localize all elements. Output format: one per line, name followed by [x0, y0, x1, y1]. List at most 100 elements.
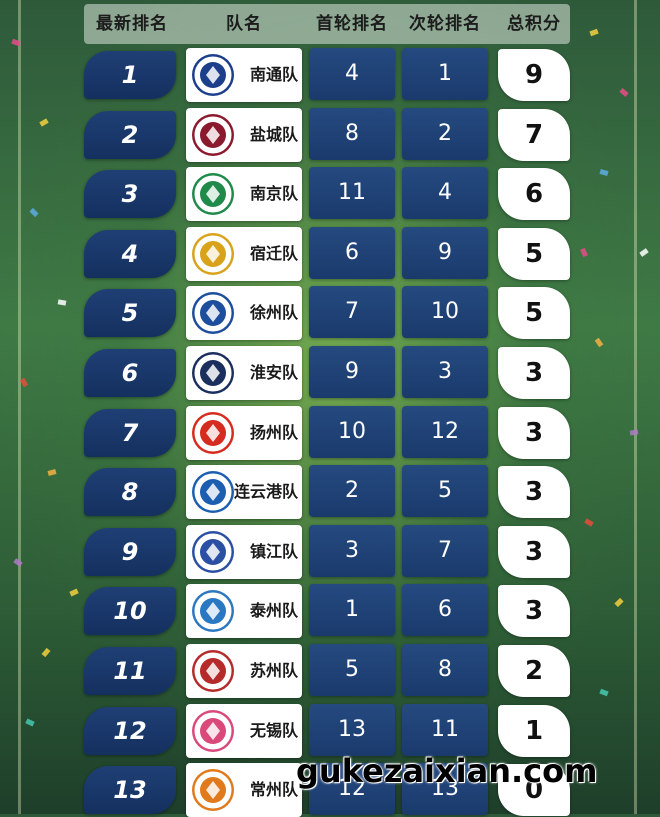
team-name: 宿迁队 — [249, 244, 298, 263]
team-card: 常州队 — [186, 763, 302, 817]
team-card: 扬州队 — [186, 406, 302, 460]
team-card: 泰州队 — [186, 584, 302, 638]
total-points-cell: 0 — [498, 764, 570, 816]
team-logo-icon — [192, 590, 234, 632]
team-name: 盐城队 — [249, 125, 298, 144]
team-logo-icon — [192, 173, 234, 215]
team-card: 镇江队 — [186, 525, 302, 579]
rank-badge: 9 — [84, 528, 176, 576]
round1-rank-cell: 11 — [309, 167, 395, 219]
team-name: 扬州队 — [249, 423, 298, 442]
round1-rank-cell: 8 — [309, 108, 395, 160]
table-row: 6 淮安队 9 3 3 — [0, 346, 660, 400]
table-row: 1 南通队 4 1 9 — [0, 48, 660, 102]
team-card: 淮安队 — [186, 346, 302, 400]
watermark: gukezaixian.com — [296, 752, 598, 790]
team-logo-icon — [192, 471, 234, 513]
total-points-cell: 3 — [498, 526, 570, 578]
total-points-cell: 3 — [498, 466, 570, 518]
field-line-right — [634, 0, 637, 814]
table-row: 12 无锡队 13 11 1 — [0, 704, 660, 758]
round1-rank-cell: 6 — [309, 227, 395, 279]
team-name: 徐州队 — [249, 303, 298, 322]
team-logo-icon — [192, 412, 234, 454]
team-logo-icon — [192, 233, 234, 275]
team-card: 南通队 — [186, 48, 302, 102]
total-points-cell: 3 — [498, 585, 570, 637]
team-logo-icon — [192, 114, 234, 156]
team-card: 南京队 — [186, 167, 302, 221]
total-points-cell: 7 — [498, 109, 570, 161]
round1-rank-cell: 3 — [309, 525, 395, 577]
round2-rank-cell: 1 — [402, 48, 488, 100]
team-card: 苏州队 — [186, 644, 302, 698]
round1-rank-cell: 5 — [309, 644, 395, 696]
rank-badge: 13 — [84, 766, 176, 814]
round2-rank-cell: 4 — [402, 167, 488, 219]
rank-badge: 11 — [84, 647, 176, 695]
total-points-cell: 5 — [498, 287, 570, 339]
round2-rank-cell: 13 — [402, 763, 488, 815]
team-logo-icon — [192, 650, 234, 692]
team-logo-icon — [192, 352, 234, 394]
round2-rank-cell: 10 — [402, 286, 488, 338]
table-row: 11 苏州队 5 8 2 — [0, 644, 660, 698]
total-points-cell: 1 — [498, 705, 570, 757]
table-row: 4 宿迁队 6 9 5 — [0, 227, 660, 281]
header-team: 队名 — [226, 14, 262, 34]
team-card: 连云港队 — [186, 465, 302, 519]
team-name: 常州队 — [249, 780, 298, 799]
team-logo-icon — [192, 292, 234, 334]
team-logo-icon — [192, 769, 234, 811]
round1-rank-cell: 7 — [309, 286, 395, 338]
round1-rank-cell: 4 — [309, 48, 395, 100]
round1-rank-cell: 2 — [309, 465, 395, 517]
team-name: 南通队 — [249, 65, 298, 84]
team-logo-icon — [192, 531, 234, 573]
rank-badge: 2 — [84, 111, 176, 159]
team-logo-icon — [192, 54, 234, 96]
rank-badge: 8 — [84, 468, 176, 516]
round1-rank-cell: 12 — [309, 763, 395, 815]
rank-badge: 5 — [84, 289, 176, 337]
table-header: 最新排名 队名 首轮排名 次轮排名 总积分 — [84, 4, 570, 44]
round2-rank-cell: 2 — [402, 108, 488, 160]
header-rank: 最新排名 — [96, 14, 168, 34]
total-points-cell: 3 — [498, 347, 570, 399]
total-points-cell: 6 — [498, 168, 570, 220]
team-name: 苏州队 — [249, 661, 298, 680]
rank-badge: 3 — [84, 170, 176, 218]
team-name: 泰州队 — [249, 601, 298, 620]
round2-rank-cell: 5 — [402, 465, 488, 517]
round1-rank-cell: 10 — [309, 406, 395, 458]
round2-rank-cell: 6 — [402, 584, 488, 636]
team-name: 无锡队 — [249, 721, 298, 740]
rank-badge: 10 — [84, 587, 176, 635]
round2-rank-cell: 11 — [402, 704, 488, 756]
rank-badge: 7 — [84, 409, 176, 457]
total-points-cell: 5 — [498, 228, 570, 280]
table-row: 3 南京队 11 4 6 — [0, 167, 660, 221]
round2-rank-cell: 3 — [402, 346, 488, 398]
table-row: 5 徐州队 7 10 5 — [0, 286, 660, 340]
table-row: 8 连云港队 2 5 3 — [0, 465, 660, 519]
header-round1: 首轮排名 — [316, 14, 388, 34]
rank-badge: 1 — [84, 51, 176, 99]
team-card: 无锡队 — [186, 704, 302, 758]
table-row: 7 扬州队 10 12 3 — [0, 406, 660, 460]
team-name: 南京队 — [249, 184, 298, 203]
rank-badge: 12 — [84, 707, 176, 755]
round1-rank-cell: 9 — [309, 346, 395, 398]
table-row: 2 盐城队 8 2 7 — [0, 108, 660, 162]
rank-badge: 4 — [84, 230, 176, 278]
total-points-cell: 9 — [498, 49, 570, 101]
table-row: 10 泰州队 1 6 3 — [0, 584, 660, 638]
table-row: 13 常州队 12 13 0 — [0, 763, 660, 817]
team-logo-icon — [192, 710, 234, 752]
team-name: 淮安队 — [249, 363, 298, 382]
header-total: 总积分 — [507, 14, 561, 34]
team-card: 徐州队 — [186, 286, 302, 340]
round2-rank-cell: 7 — [402, 525, 488, 577]
team-name: 连云港队 — [233, 482, 298, 501]
team-name: 镇江队 — [249, 542, 298, 561]
